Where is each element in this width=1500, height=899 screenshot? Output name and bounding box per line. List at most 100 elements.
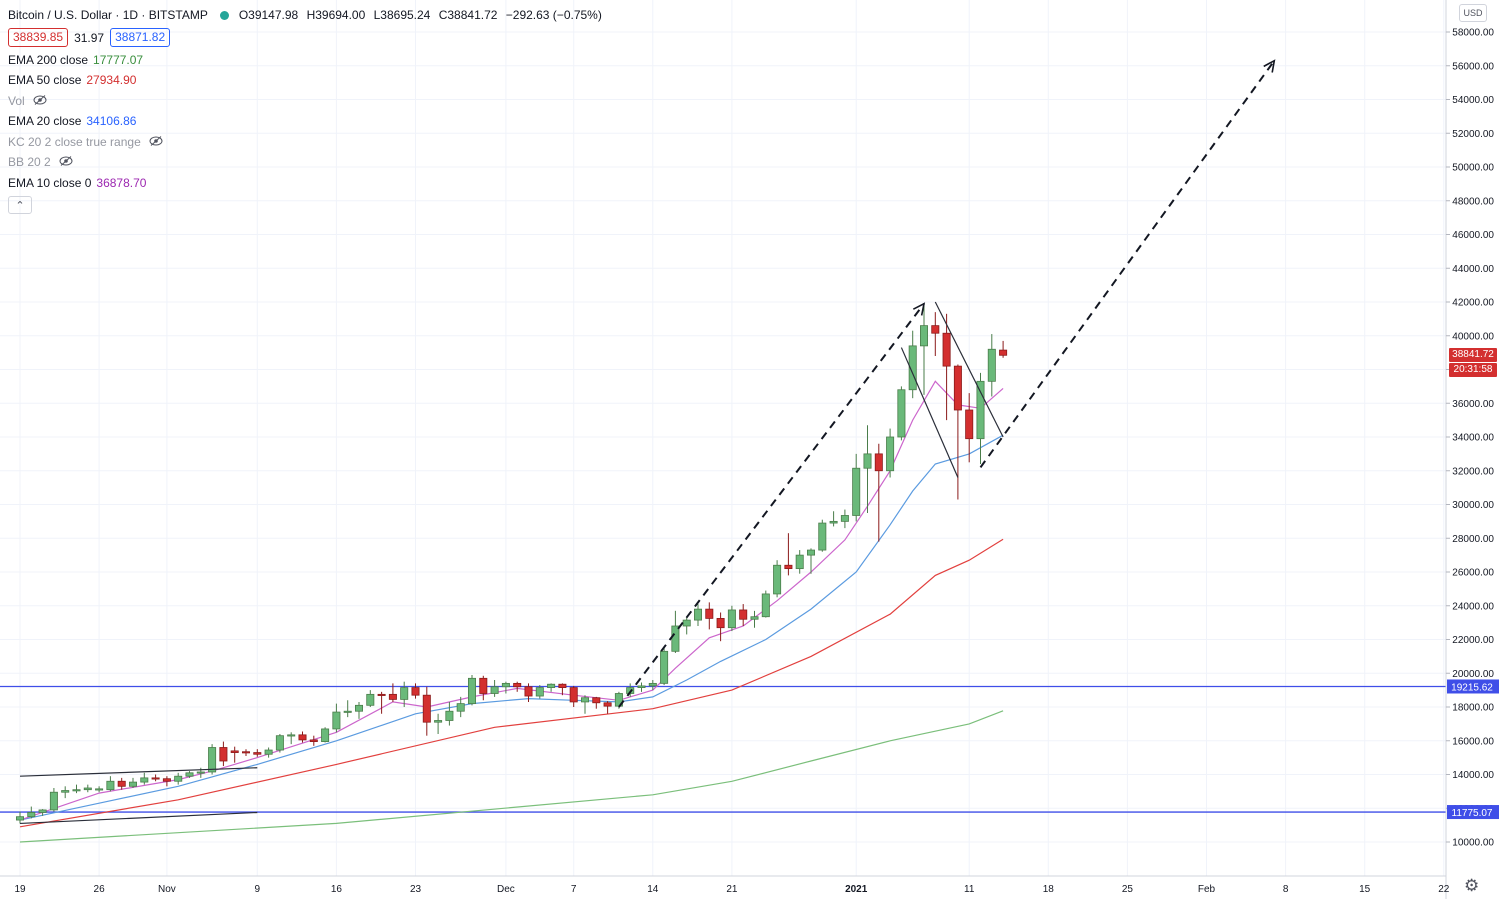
- candle-body: [874, 453, 883, 472]
- collapse-legend-button[interactable]: ⌃: [8, 196, 32, 214]
- price-tick-label: 34000.00: [1452, 433, 1494, 444]
- candle-body: [535, 687, 544, 697]
- candle-body: [558, 683, 567, 688]
- candle-body: [287, 734, 296, 737]
- candle-body: [275, 735, 284, 751]
- indicator-label: KC 20 2 close true range: [8, 134, 141, 149]
- time-axis[interactable]: 19 26 Nov 9 16 23 Dec 7 14 21 2021 11 18 25 Feb 8 15 22: [0, 875, 1450, 895]
- candle-body: [852, 467, 861, 516]
- candle-body: [818, 522, 827, 551]
- candle-body: [354, 704, 363, 712]
- candle-body: [15, 816, 24, 821]
- candle-body: [694, 608, 703, 621]
- close-value: C38841.72: [438, 8, 498, 22]
- price-tick-label: 46000.00: [1452, 230, 1494, 241]
- candle-body: [253, 752, 262, 755]
- indicator-row[interactable]: EMA 20 close 34106.86: [8, 111, 607, 132]
- trend-line: [934, 301, 1004, 438]
- candle-body: [298, 734, 307, 741]
- indicator-row[interactable]: EMA 50 close 27934.90: [8, 70, 607, 91]
- hidden-eye-icon[interactable]: [59, 152, 73, 173]
- indicator-row[interactable]: Vol: [8, 91, 607, 112]
- price-scale[interactable]: 10000.0012000.0014000.0016000.0018000.00…: [1445, 0, 1499, 899]
- price-tick-label: 36000.00: [1452, 399, 1494, 410]
- time-tick-label: 14: [647, 884, 659, 895]
- price-tick-label: 50000.00: [1452, 163, 1494, 174]
- arrow-head: [1263, 59, 1276, 73]
- candle-body: [332, 711, 341, 730]
- hidden-eye-icon[interactable]: [149, 132, 163, 153]
- hline-price-label: 11775.07: [1452, 808, 1493, 819]
- candle-body: [705, 608, 714, 619]
- price-tick-label: 26000.00: [1452, 568, 1494, 579]
- price-tick-label: 32000.00: [1452, 466, 1494, 477]
- chart-legend: Bitcoin / U.S. Dollar · 1D · BITSTAMP O3…: [8, 5, 607, 214]
- candle-body: [897, 389, 906, 438]
- candle-body: [784, 564, 793, 570]
- candle-body: [603, 702, 612, 707]
- sell-price-button[interactable]: 38839.85: [8, 28, 69, 47]
- bid-ask-row: 38839.85 31.97 38871.82: [8, 26, 607, 50]
- price-tick-label: 20000.00: [1452, 669, 1494, 680]
- candle-body: [38, 809, 47, 813]
- time-tick-label: 8: [1283, 884, 1289, 895]
- spread-value: 31.97: [74, 30, 105, 45]
- time-tick-label: 7: [571, 884, 577, 895]
- candle-body: [671, 625, 680, 652]
- candle-body: [411, 687, 420, 696]
- dashed-arrow-line: [618, 303, 925, 708]
- candle-body: [174, 775, 183, 782]
- legend-title-row: Bitcoin / U.S. Dollar · 1D · BITSTAMP O3…: [8, 5, 607, 26]
- candle-body: [467, 677, 476, 705]
- candle-body: [581, 697, 590, 703]
- last-price-label: 38841.72: [1449, 348, 1497, 363]
- candle-body: [987, 348, 996, 382]
- indicator-row[interactable]: BB 20 2: [8, 152, 607, 173]
- currency-button[interactable]: USD: [1459, 4, 1487, 22]
- candle-body: [840, 515, 849, 522]
- candles: [15, 303, 1008, 824]
- price-tick-label: 58000.00: [1452, 28, 1494, 39]
- symbol-title[interactable]: Bitcoin / U.S. Dollar · 1D · BITSTAMP: [8, 8, 208, 22]
- hidden-eye-icon[interactable]: [33, 91, 47, 112]
- indicator-value: 36878.70: [96, 175, 147, 190]
- price-tick-label: 14000.00: [1452, 770, 1494, 781]
- price-tick-label: 56000.00: [1452, 61, 1494, 72]
- candle-body: [908, 345, 917, 391]
- candle-body: [208, 747, 217, 773]
- settings-gear-icon[interactable]: ⚙: [1464, 876, 1480, 895]
- price-tick-label: 44000.00: [1452, 264, 1494, 275]
- candle-body: [27, 812, 36, 818]
- price-tick-label: 48000.00: [1452, 196, 1494, 207]
- indicator-label: Vol: [8, 93, 25, 108]
- chart-grid: [0, 0, 1446, 876]
- indicator-row[interactable]: EMA 10 close 0 36878.70: [8, 173, 607, 194]
- indicator-row[interactable]: EMA 200 close 17777.07: [8, 50, 607, 71]
- candle-body: [931, 325, 940, 334]
- candle-body: [750, 616, 759, 620]
- indicator-label: EMA 10 close 0: [8, 175, 92, 190]
- moving-averages: [19, 380, 1004, 843]
- indicator-value: 34106.86: [86, 114, 137, 128]
- candle-body: [456, 703, 465, 712]
- candle-body: [140, 777, 149, 783]
- candle-body: [739, 609, 748, 620]
- candle-body: [377, 693, 386, 696]
- ema-10-line: [19, 380, 1004, 821]
- candle-body: [513, 682, 522, 688]
- candle-body: [773, 564, 782, 595]
- buy-price-button[interactable]: 38871.82: [110, 28, 171, 47]
- price-tick-label: 18000.00: [1452, 703, 1494, 714]
- candle-body: [388, 693, 397, 700]
- indicator-row[interactable]: KC 20 2 close true range: [8, 132, 607, 153]
- candle-body: [83, 787, 92, 791]
- time-tick-label: 11: [964, 884, 975, 895]
- candle-body: [321, 728, 330, 742]
- candle-body: [524, 686, 533, 697]
- candle-body: [434, 720, 443, 723]
- candle-body: [196, 771, 205, 774]
- ema-20-line: [19, 434, 1004, 821]
- high-value: H39694.00: [306, 8, 366, 22]
- candle-body: [400, 687, 409, 700]
